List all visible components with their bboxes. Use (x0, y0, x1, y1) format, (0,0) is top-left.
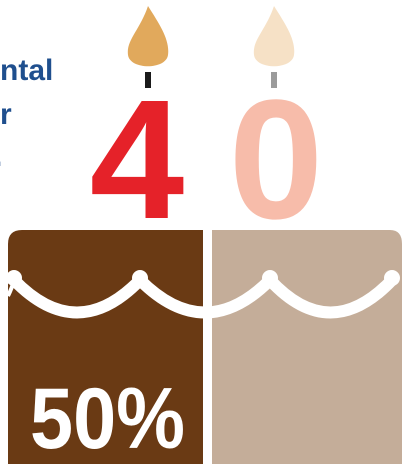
cake-label: 50% (30, 371, 185, 464)
flame (253, 6, 295, 67)
wick (145, 72, 151, 88)
icing (9, 271, 397, 319)
cake-half (212, 230, 402, 464)
wick (271, 72, 277, 88)
flame (127, 6, 169, 67)
side-text-line: . (0, 140, 2, 173)
candle-digit: 0 (229, 65, 324, 255)
candle-digit: 4 (90, 65, 185, 255)
side-text-line: ntal (0, 54, 53, 87)
side-text: ntal r . (0, 54, 53, 173)
icing-beads (6, 270, 400, 286)
side-text-line: r (0, 98, 12, 131)
